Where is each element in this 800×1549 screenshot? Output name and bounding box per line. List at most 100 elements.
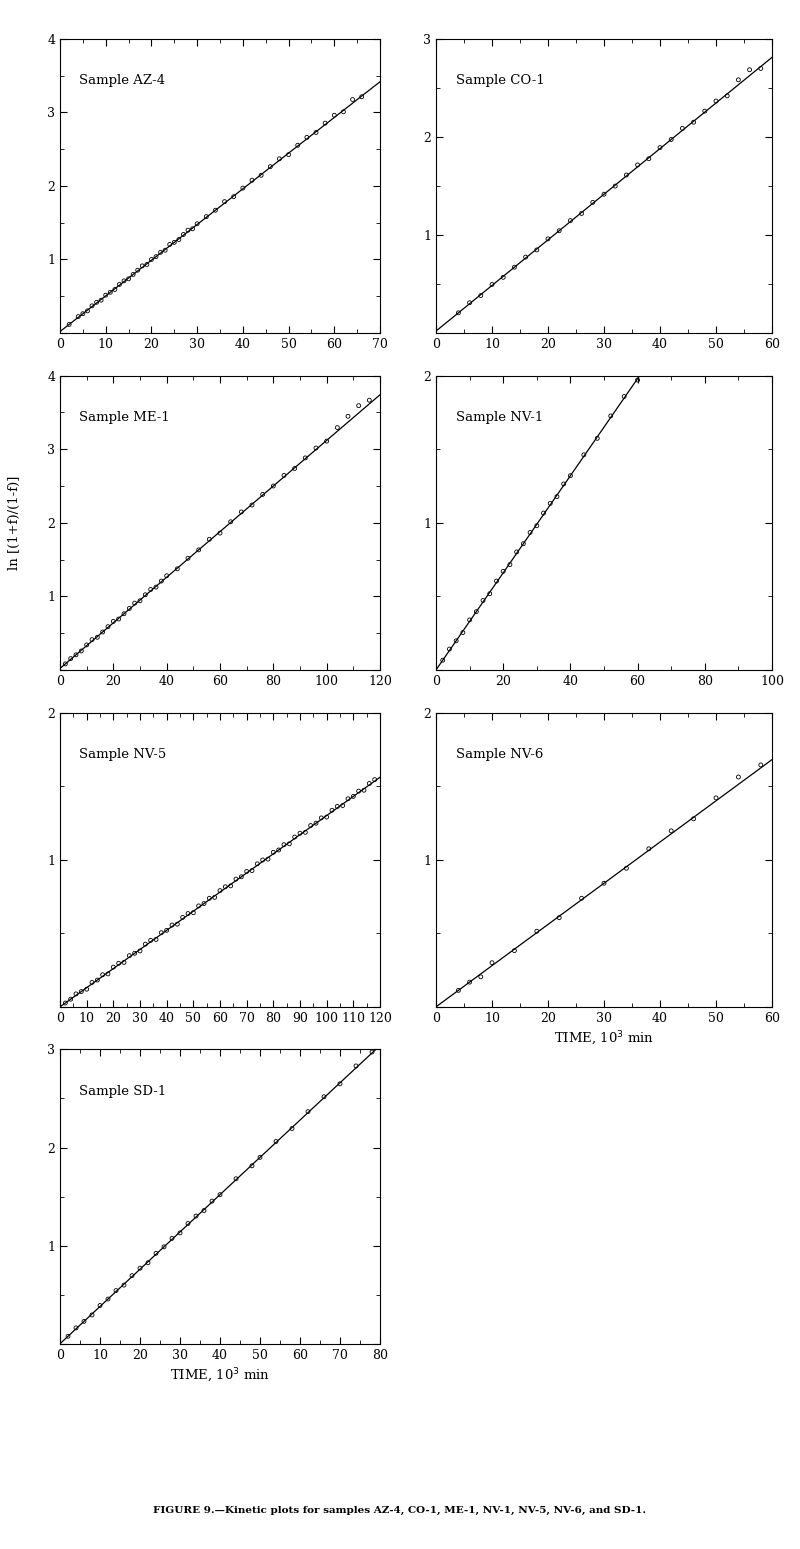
Point	[123, 596, 136, 621]
Point	[173, 228, 186, 252]
Point	[166, 912, 178, 937]
Point	[530, 237, 543, 262]
Point	[474, 283, 487, 308]
Point	[665, 818, 678, 843]
Point	[150, 245, 162, 270]
Point	[363, 771, 376, 796]
Point	[206, 1188, 218, 1213]
Point	[182, 1211, 194, 1236]
Point	[219, 874, 232, 898]
Point	[214, 520, 226, 545]
Point	[75, 979, 88, 1004]
Point	[224, 510, 237, 534]
Point	[214, 1182, 226, 1207]
Point	[342, 787, 354, 812]
Point	[235, 864, 248, 889]
Point	[342, 404, 354, 429]
Point	[318, 110, 331, 135]
Point	[334, 1072, 346, 1097]
Point	[113, 273, 126, 297]
Point	[726, 232, 738, 257]
Point	[75, 638, 88, 663]
Point	[141, 252, 154, 277]
Point	[192, 894, 205, 919]
Point	[182, 902, 194, 926]
Point	[267, 840, 280, 864]
Point	[310, 810, 322, 835]
Point	[710, 88, 722, 113]
Point	[158, 1235, 170, 1259]
Point	[358, 778, 370, 802]
Point	[463, 290, 476, 314]
Point	[687, 807, 700, 832]
Point	[80, 632, 93, 657]
Point	[102, 615, 114, 640]
Point	[712, 248, 725, 273]
Point	[463, 607, 476, 632]
Point	[160, 919, 173, 943]
Point	[209, 198, 222, 223]
Point	[564, 208, 577, 232]
Point	[227, 184, 240, 209]
Point	[363, 387, 376, 412]
Point	[575, 201, 588, 226]
Point	[631, 152, 644, 177]
Point	[94, 288, 107, 313]
Point	[508, 256, 521, 280]
Point	[81, 299, 94, 324]
Point	[86, 1303, 98, 1327]
Point	[246, 167, 258, 192]
Point	[510, 539, 523, 564]
Point	[267, 474, 280, 499]
Point	[224, 874, 237, 898]
Point	[658, 325, 671, 350]
Point	[246, 493, 258, 517]
Point	[77, 302, 90, 327]
Point	[452, 977, 465, 1002]
Point	[122, 266, 135, 291]
Point	[70, 982, 82, 1007]
Point	[631, 367, 644, 392]
Point	[752, 191, 765, 215]
Point	[59, 652, 72, 677]
Point	[70, 643, 82, 668]
Point	[517, 531, 530, 556]
Point	[508, 939, 521, 963]
Point	[544, 491, 557, 516]
Point	[490, 568, 503, 593]
Point	[553, 905, 566, 929]
Point	[177, 222, 190, 246]
Point	[128, 590, 141, 615]
Point	[230, 1166, 242, 1191]
Text: Sample CO-1: Sample CO-1	[456, 74, 545, 87]
Point	[530, 513, 543, 538]
Point	[310, 121, 322, 146]
Point	[218, 189, 231, 214]
Point	[497, 265, 510, 290]
Point	[550, 485, 563, 510]
Point	[131, 257, 144, 282]
Point	[291, 133, 304, 158]
Point	[457, 620, 470, 644]
Point	[352, 393, 365, 418]
Point	[246, 1154, 258, 1179]
Point	[112, 951, 125, 976]
Point	[104, 280, 117, 305]
Text: ln [(1+f)/(1-f)]: ln [(1+f)/(1-f)]	[8, 476, 21, 570]
Point	[160, 564, 173, 589]
Point	[609, 173, 622, 198]
Point	[155, 920, 168, 945]
Point	[182, 545, 194, 570]
Point	[190, 211, 203, 235]
Point	[176, 905, 189, 929]
Point	[144, 578, 157, 603]
Point	[671, 310, 684, 335]
Point	[134, 1256, 146, 1281]
Point	[503, 551, 516, 576]
Text: Sample NV-1: Sample NV-1	[456, 410, 543, 424]
Point	[331, 415, 344, 440]
Point	[182, 218, 194, 243]
Point	[62, 311, 75, 336]
Point	[150, 1241, 162, 1266]
Point	[171, 912, 184, 937]
